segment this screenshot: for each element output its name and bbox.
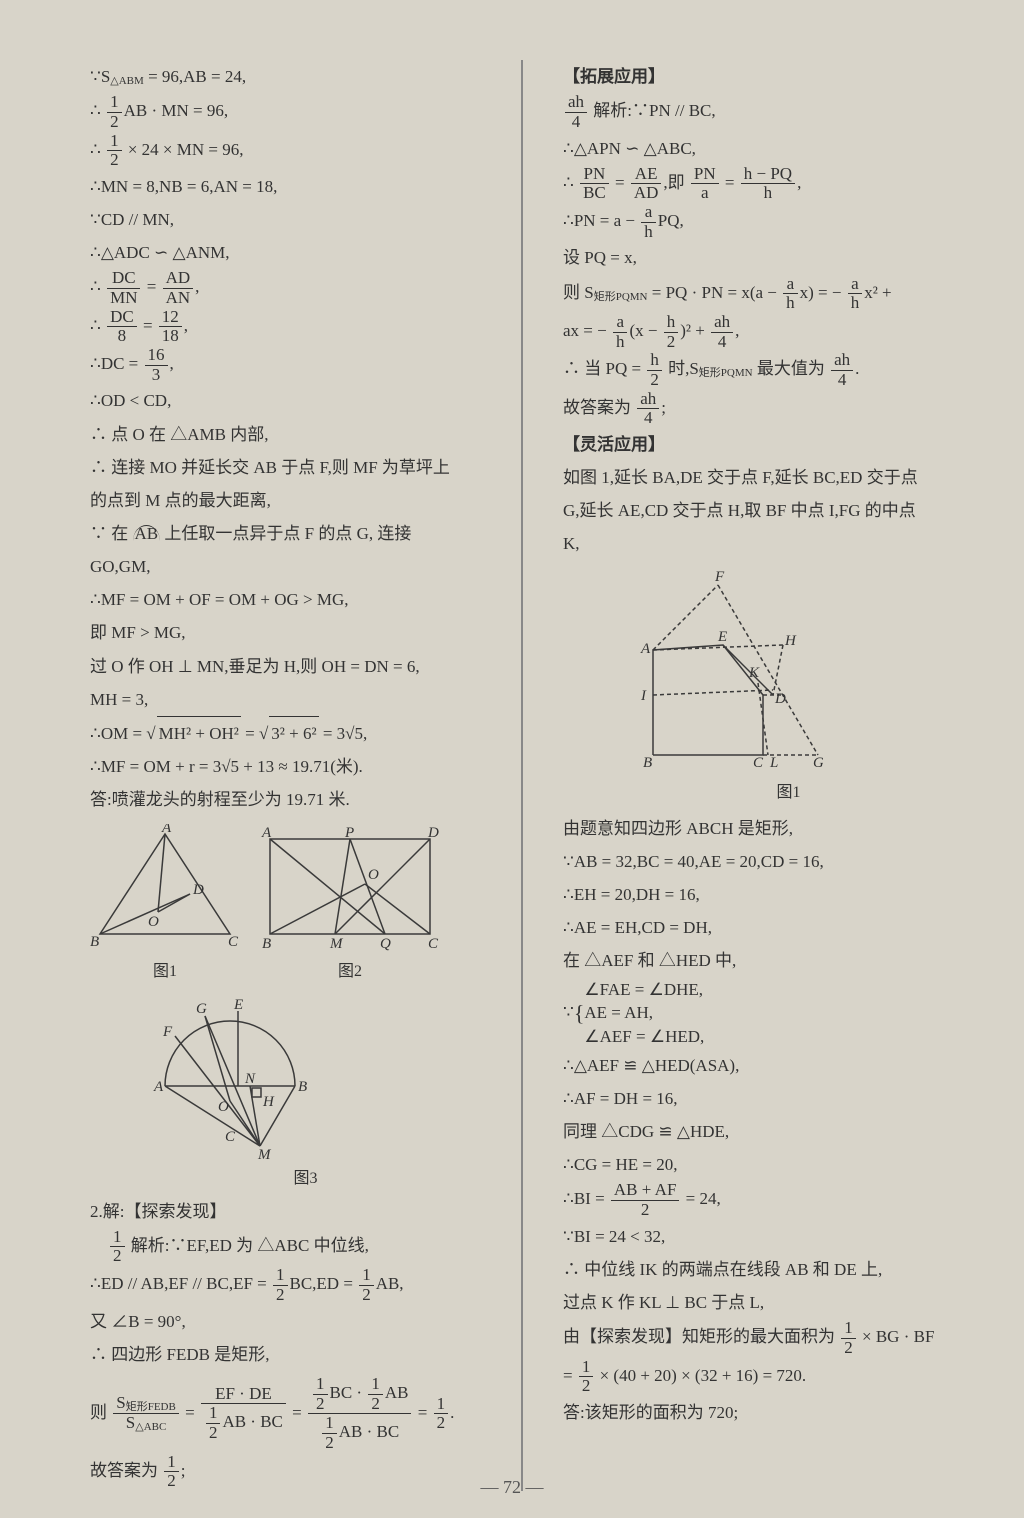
svg-text:H: H (262, 1094, 275, 1110)
svg-text:I: I (640, 688, 647, 704)
svg-text:A: A (161, 824, 172, 836)
svg-text:K: K (748, 665, 760, 681)
svg-text:C: C (428, 936, 439, 952)
svg-text:B: B (90, 934, 99, 950)
svg-text:M: M (329, 936, 344, 952)
svg-text:D: D (774, 691, 786, 707)
svg-text:B: B (262, 936, 271, 952)
svg-text:D: D (192, 882, 204, 898)
svg-text:E: E (233, 997, 243, 1013)
page: ∵S△ABM = 96,AB = 24, ∴ 12AB · MN = 96, ∴… (0, 0, 1024, 1518)
svg-text:A: A (640, 641, 651, 657)
svg-text:A: A (153, 1079, 164, 1095)
figure-3: A B N H M C O E G F 图3 (130, 991, 481, 1194)
svg-text:F: F (162, 1024, 173, 1040)
section-title: 【拓展应用】 (563, 60, 954, 93)
svg-text:G: G (196, 1001, 207, 1017)
svg-text:B: B (643, 755, 652, 771)
page-number: — 72 — (0, 1477, 1024, 1498)
svg-text:E: E (717, 629, 727, 645)
right-figure-1: F A E H I K D B L C G 图1 (623, 565, 954, 808)
svg-text:F: F (714, 569, 725, 585)
svg-text:A: A (261, 825, 272, 841)
svg-text:N: N (244, 1071, 256, 1087)
svg-text:D: D (427, 825, 439, 841)
svg-text:C: C (225, 1129, 236, 1145)
svg-text:G: G (813, 755, 823, 771)
svg-text:O: O (218, 1099, 229, 1115)
column-divider (521, 60, 523, 1491)
svg-text:M: M (257, 1147, 272, 1161)
figure-row-1: A B C O D 图1 (90, 824, 481, 987)
svg-text:O: O (148, 914, 159, 930)
section-title: 【灵活应用】 (563, 428, 954, 461)
geometry-diagram-icon: F A E H I K D B L C G (623, 565, 823, 775)
left-column: ∵S△ABM = 96,AB = 24, ∴ 12AB · MN = 96, ∴… (90, 60, 481, 1491)
math-line: ∵S△ABM = 96,AB = 24, (90, 60, 481, 93)
circle-diagram-icon: A B N H M C O E G F (130, 991, 330, 1161)
svg-text:O: O (368, 867, 379, 883)
rectangle-diagram-icon: A P D B M Q C O (260, 824, 440, 954)
right-column: 【拓展应用】 ah4 解析:∵PN // BC, ∴△APN ∽ △ABC, ∴… (563, 60, 954, 1491)
svg-text:P: P (344, 825, 354, 841)
columns: ∵S△ABM = 96,AB = 24, ∴ 12AB · MN = 96, ∴… (90, 60, 954, 1491)
svg-text:C: C (753, 755, 764, 771)
figure-1: A B C O D 图1 (90, 824, 240, 987)
svg-text:L: L (769, 755, 778, 771)
svg-text:C: C (228, 934, 239, 950)
svg-text:Q: Q (380, 936, 391, 952)
figure-2: A P D B M Q C O 图2 (260, 824, 440, 987)
triangle-diagram-icon: A B C O D (90, 824, 240, 954)
svg-text:H: H (784, 633, 797, 649)
svg-text:B: B (298, 1079, 307, 1095)
